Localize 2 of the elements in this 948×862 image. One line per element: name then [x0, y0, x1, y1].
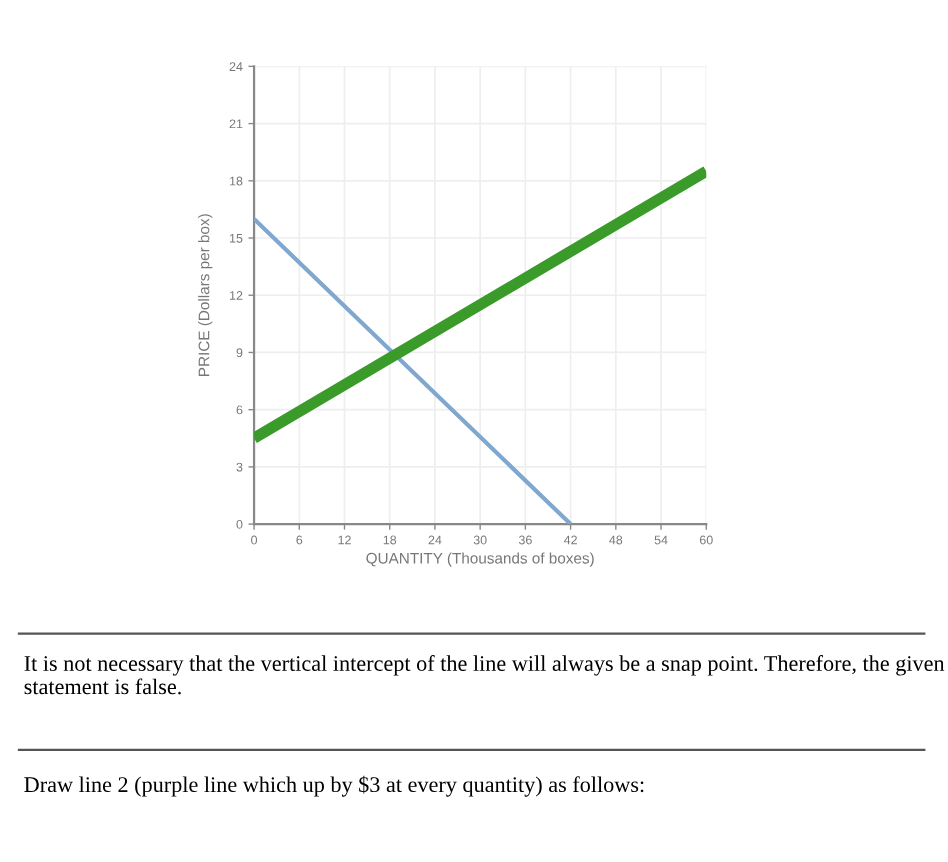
- text: It is not necessary that the vertical intercept of the line will always be a snap point. Therefore, the given statement is false.: [24, 655, 945, 695]
- text: Draw line 2 (purple line which up by $3 at every quantity) as follows:: [24, 775, 644, 797]
